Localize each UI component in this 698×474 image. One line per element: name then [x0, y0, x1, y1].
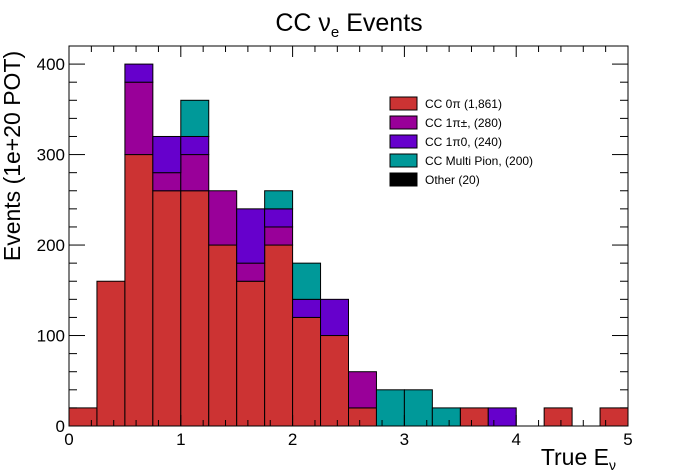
- legend: CC 0π (1,861) CC 1π±, (280) CC 1π0, (240) C…: [389, 96, 533, 187]
- bar-series-1-bin-3: [152, 172, 182, 192]
- y-tick-label: 0: [56, 417, 65, 436]
- bar-series-3-bin-12: [403, 389, 433, 427]
- chart-title: CC νe Events: [275, 9, 422, 41]
- bar-series-0-bin-2: [124, 154, 154, 427]
- bar-series-0-bin-1: [96, 280, 126, 427]
- legend-swatch: [389, 134, 418, 149]
- legend-label: Other (20): [425, 173, 480, 187]
- bar-series-2-bin-3: [152, 135, 182, 174]
- bar-series-0-bin-0: [68, 407, 98, 427]
- y-tick-label: 400: [37, 55, 65, 74]
- x-tick-label: 1: [176, 430, 185, 449]
- bar-series-1-bin-2: [124, 81, 154, 156]
- bar-series-2-bin-8: [292, 298, 322, 318]
- y-tick-label: 300: [37, 146, 65, 165]
- bar-series-2-bin-9: [320, 298, 349, 337]
- bar-series-3-bin-13: [431, 407, 461, 427]
- bar-series-0-bin-6: [236, 280, 266, 427]
- bar-series-1-bin-7: [264, 226, 294, 246]
- bar-series-0-bin-9: [320, 335, 349, 427]
- legend-label: CC 0π (1,861): [425, 97, 502, 111]
- x-tick-label: 2: [288, 430, 297, 449]
- legend-swatch: [389, 153, 418, 168]
- x-tick-label: 3: [400, 430, 409, 449]
- bar-series-1-bin-10: [348, 371, 377, 409]
- bar-series-2-bin-2: [124, 63, 154, 83]
- bar-series-0-bin-5: [208, 244, 238, 427]
- bar-series-1-bin-5: [208, 190, 238, 246]
- bar-series-3-bin-11: [375, 389, 405, 427]
- bar-series-1-bin-4: [180, 154, 210, 192]
- bar-layer: [68, 63, 629, 427]
- plot-frame: [68, 45, 629, 427]
- legend-swatch: [389, 96, 418, 111]
- bar-series-0-bin-7: [264, 244, 294, 427]
- bar-series-2-bin-7: [264, 208, 294, 228]
- bar-series-0-bin-14: [459, 407, 489, 427]
- legend-label: CC Multi Pion, (200): [425, 154, 533, 168]
- bar-series-2-bin-4: [180, 135, 210, 156]
- x-axis-title: True Eν: [541, 444, 616, 473]
- bar-series-3-bin-7: [264, 190, 294, 210]
- bar-series-2-bin-15: [487, 407, 517, 427]
- y-tick-label: 200: [37, 236, 65, 255]
- bar-series-2-bin-6: [236, 208, 266, 264]
- bar-series-0-bin-19: [599, 407, 629, 427]
- bar-series-3-bin-8: [292, 262, 322, 300]
- bar-series-0-bin-8: [292, 316, 322, 427]
- legend-swatch: [389, 115, 418, 130]
- legend-swatch: [389, 172, 418, 187]
- y-axis-title: Events (1e+20 POT): [0, 51, 25, 261]
- x-tick-label: 4: [511, 430, 520, 449]
- y-tick-label: 100: [37, 327, 65, 346]
- bar-series-0-bin-17: [543, 407, 573, 427]
- x-tick-label: 0: [64, 430, 73, 449]
- bar-series-0-bin-10: [348, 407, 377, 427]
- legend-label: CC 1π±, (280): [425, 116, 502, 130]
- legend-label: CC 1π0, (240): [425, 135, 502, 149]
- axes-layer: 0 1 2 3 4 5 0 100 200 300 400: [37, 45, 633, 449]
- bar-series-0-bin-3: [152, 190, 182, 427]
- bar-series-0-bin-4: [180, 190, 210, 427]
- bar-series-3-bin-4: [180, 99, 210, 137]
- bar-series-1-bin-6: [236, 262, 266, 282]
- x-tick-label: 5: [623, 430, 632, 449]
